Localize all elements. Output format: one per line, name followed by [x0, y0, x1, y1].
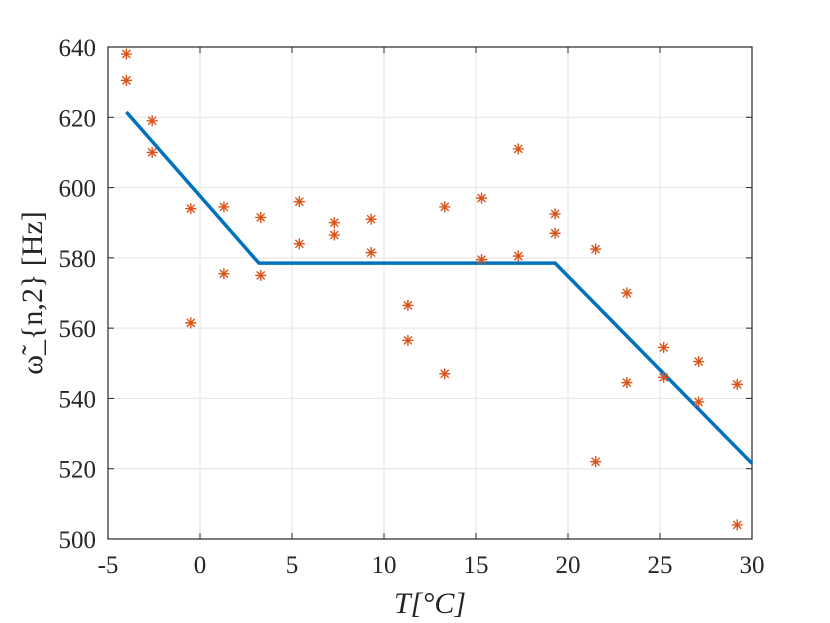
data-point	[475, 253, 488, 266]
y-tick-label: 500	[59, 527, 97, 554]
data-point	[146, 115, 158, 127]
data-point	[218, 201, 230, 213]
tick-labels: -5 0 5 10 15 20 25 30 500 520 540 560 580 600 620 640	[59, 35, 765, 579]
data-point	[185, 202, 197, 215]
y-tick-label: 580	[59, 246, 97, 273]
data-point	[365, 213, 377, 225]
scatter-markers	[120, 48, 743, 531]
fit-line-layer	[125, 110, 754, 465]
x-tick-label: -5	[98, 552, 119, 579]
data-point	[255, 211, 267, 224]
data-point	[120, 48, 133, 60]
data-point	[293, 195, 306, 208]
data-point	[255, 269, 267, 282]
data-point	[439, 368, 451, 380]
y-tick-label: 540	[59, 386, 97, 413]
data-point	[185, 317, 197, 329]
plot-area-frame	[107, 46, 753, 540]
fit-line	[125, 110, 754, 465]
x-tick-label: 30	[740, 552, 765, 579]
data-point	[512, 250, 525, 262]
data-point	[731, 378, 743, 391]
data-point	[692, 396, 705, 408]
data-point	[731, 519, 743, 531]
y-tick-label: 520	[59, 457, 97, 484]
x-tick-label: 20	[556, 552, 581, 579]
x-tick-label: 10	[372, 552, 397, 579]
axis-ticks	[107, 46, 753, 540]
data-point	[365, 246, 377, 259]
grid	[107, 46, 753, 540]
data-point	[549, 227, 561, 239]
data-point	[439, 201, 451, 213]
data-point	[692, 355, 705, 368]
data-point	[475, 192, 488, 204]
data-point	[621, 376, 633, 389]
data-point	[120, 74, 133, 87]
data-point	[328, 229, 341, 241]
y-tick-label: 640	[59, 35, 97, 62]
data-point	[293, 238, 306, 250]
y-tick-label: 620	[59, 105, 97, 132]
data-point	[657, 371, 670, 384]
data-point	[512, 143, 525, 155]
data-point	[218, 267, 230, 280]
x-tick-label: 25	[648, 552, 673, 579]
data-point	[328, 217, 341, 229]
x-axis-label: T[°C]	[394, 587, 466, 620]
data-point	[402, 334, 414, 347]
x-tick-label: 5	[286, 552, 299, 579]
data-point	[146, 146, 158, 159]
data-point	[549, 208, 561, 220]
data-point	[621, 287, 633, 299]
x-tick-label: 0	[194, 552, 207, 579]
y-axis-label: ω̃_{n,2} [Hz]	[16, 211, 49, 375]
data-point	[657, 341, 670, 354]
data-point	[402, 299, 414, 311]
data-point	[589, 243, 602, 255]
data-point	[589, 455, 602, 468]
y-tick-label: 600	[59, 176, 97, 203]
y-tick-label: 560	[59, 316, 97, 343]
x-tick-label: 15	[464, 552, 489, 579]
